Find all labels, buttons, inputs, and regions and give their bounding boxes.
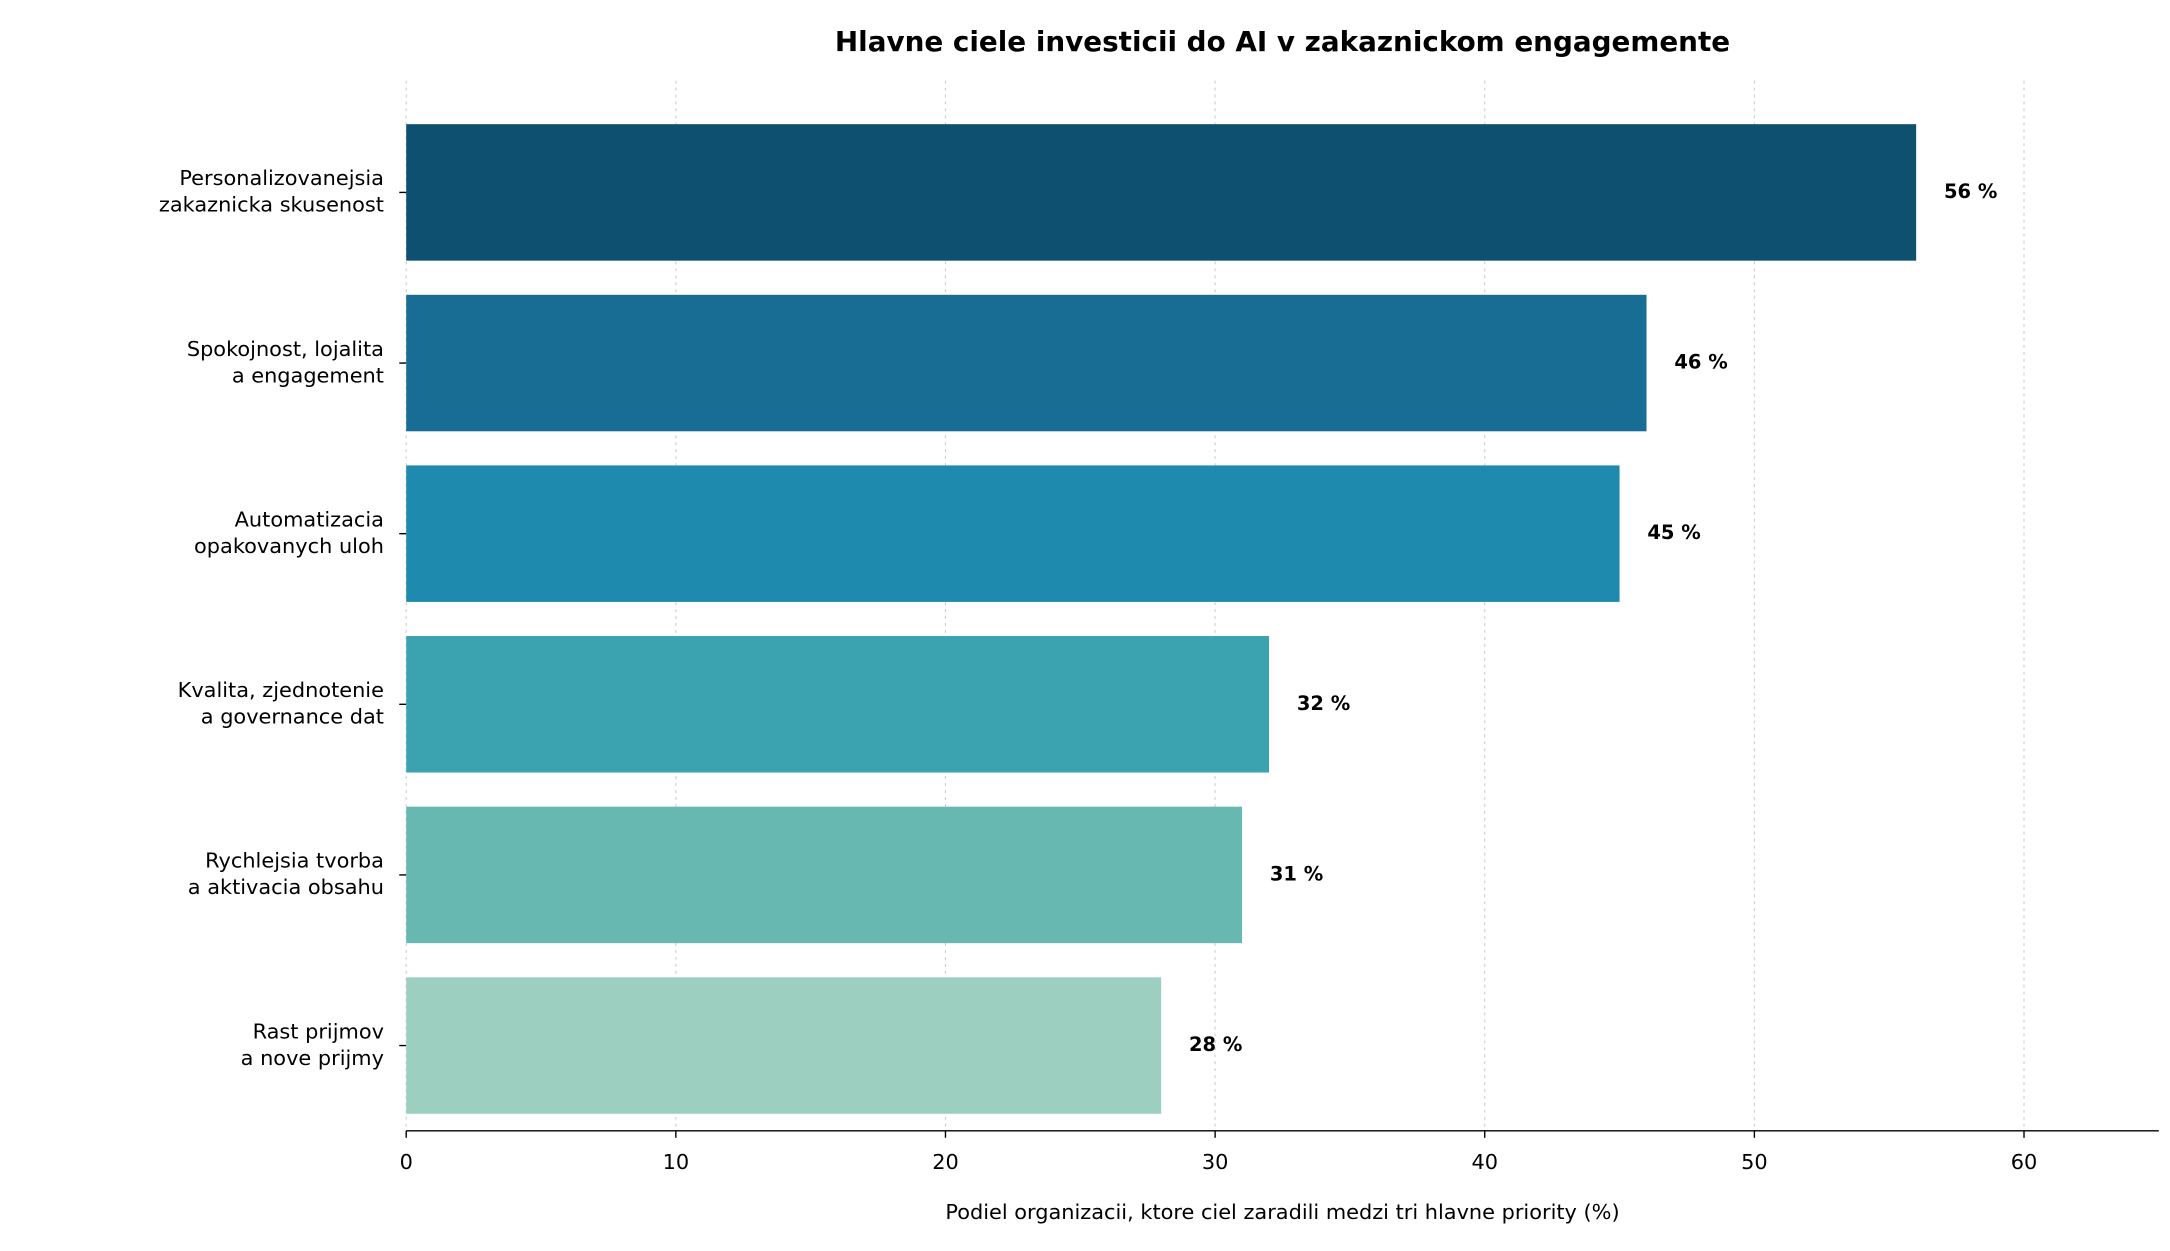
x-tick-label: 40 [1471, 1150, 1498, 1174]
y-tick-label: Personalizovanejsia zakaznicka skusenost [159, 166, 384, 216]
x-tick-label: 30 [1202, 1150, 1229, 1174]
y-tick-label: Spokojnost, lojalita a engagement [187, 337, 384, 387]
value-label: 28 % [1189, 1033, 1242, 1056]
y-tick-label: Kvalita, zjednotenie a governance dat [178, 678, 384, 728]
bar [406, 294, 1647, 432]
bar [406, 806, 1243, 944]
x-tick-label: 60 [2011, 1150, 2038, 1174]
value-label: 31 % [1270, 862, 1323, 885]
x-tick-label: 10 [663, 1150, 690, 1174]
x-tick-label: 0 [400, 1150, 413, 1174]
x-tick-label: 50 [1741, 1150, 1768, 1174]
x-tick-label: 20 [932, 1150, 959, 1174]
y-tick-label: Automatizacia opakovanych uloh [194, 507, 384, 557]
value-label: 46 % [1674, 351, 1727, 374]
y-tick-label: Rychlejsia tvorba a aktivacia obsahu [188, 849, 384, 899]
bar [406, 977, 1162, 1114]
x-axis-label: Podiel organizacii, ktore ciel zaradili … [945, 1200, 1619, 1224]
chart-title: Hlavne ciele investicii do AI v zakaznic… [835, 25, 1730, 58]
value-label: 56 % [1944, 180, 1997, 203]
bar [406, 124, 1917, 261]
y-tick-label: Rast prijmov a nove prijmy [241, 1019, 384, 1069]
value-label: 45 % [1647, 521, 1700, 544]
bar [406, 465, 1620, 602]
value-label: 32 % [1297, 692, 1350, 715]
bar [406, 636, 1270, 773]
